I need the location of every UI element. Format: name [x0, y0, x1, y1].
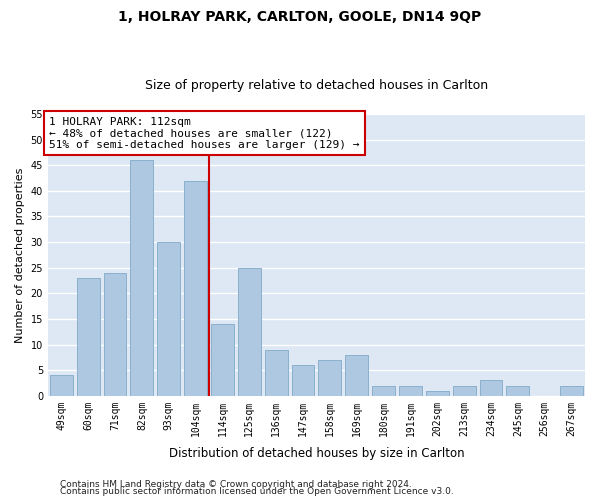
Bar — [319, 360, 341, 396]
Text: 1, HOLRAY PARK, CARLTON, GOOLE, DN14 9QP: 1, HOLRAY PARK, CARLTON, GOOLE, DN14 9QP — [118, 10, 482, 24]
Bar — [479, 380, 502, 396]
Bar — [238, 268, 261, 396]
Bar — [560, 386, 583, 396]
Title: Size of property relative to detached houses in Carlton: Size of property relative to detached ho… — [145, 79, 488, 92]
Bar — [453, 386, 476, 396]
Text: Contains public sector information licensed under the Open Government Licence v3: Contains public sector information licen… — [60, 487, 454, 496]
Bar — [346, 355, 368, 396]
X-axis label: Distribution of detached houses by size in Carlton: Distribution of detached houses by size … — [169, 447, 464, 460]
Text: 1 HOLRAY PARK: 112sqm
← 48% of detached houses are smaller (122)
51% of semi-det: 1 HOLRAY PARK: 112sqm ← 48% of detached … — [49, 116, 360, 150]
Bar — [104, 273, 127, 396]
Bar — [399, 386, 422, 396]
Bar — [292, 365, 314, 396]
Bar — [211, 324, 234, 396]
Bar — [77, 278, 100, 396]
Bar — [184, 180, 207, 396]
Bar — [130, 160, 154, 396]
Bar — [372, 386, 395, 396]
Bar — [426, 390, 449, 396]
Y-axis label: Number of detached properties: Number of detached properties — [15, 167, 25, 342]
Text: Contains HM Land Registry data © Crown copyright and database right 2024.: Contains HM Land Registry data © Crown c… — [60, 480, 412, 489]
Bar — [506, 386, 529, 396]
Bar — [157, 242, 180, 396]
Bar — [265, 350, 287, 396]
Bar — [50, 376, 73, 396]
